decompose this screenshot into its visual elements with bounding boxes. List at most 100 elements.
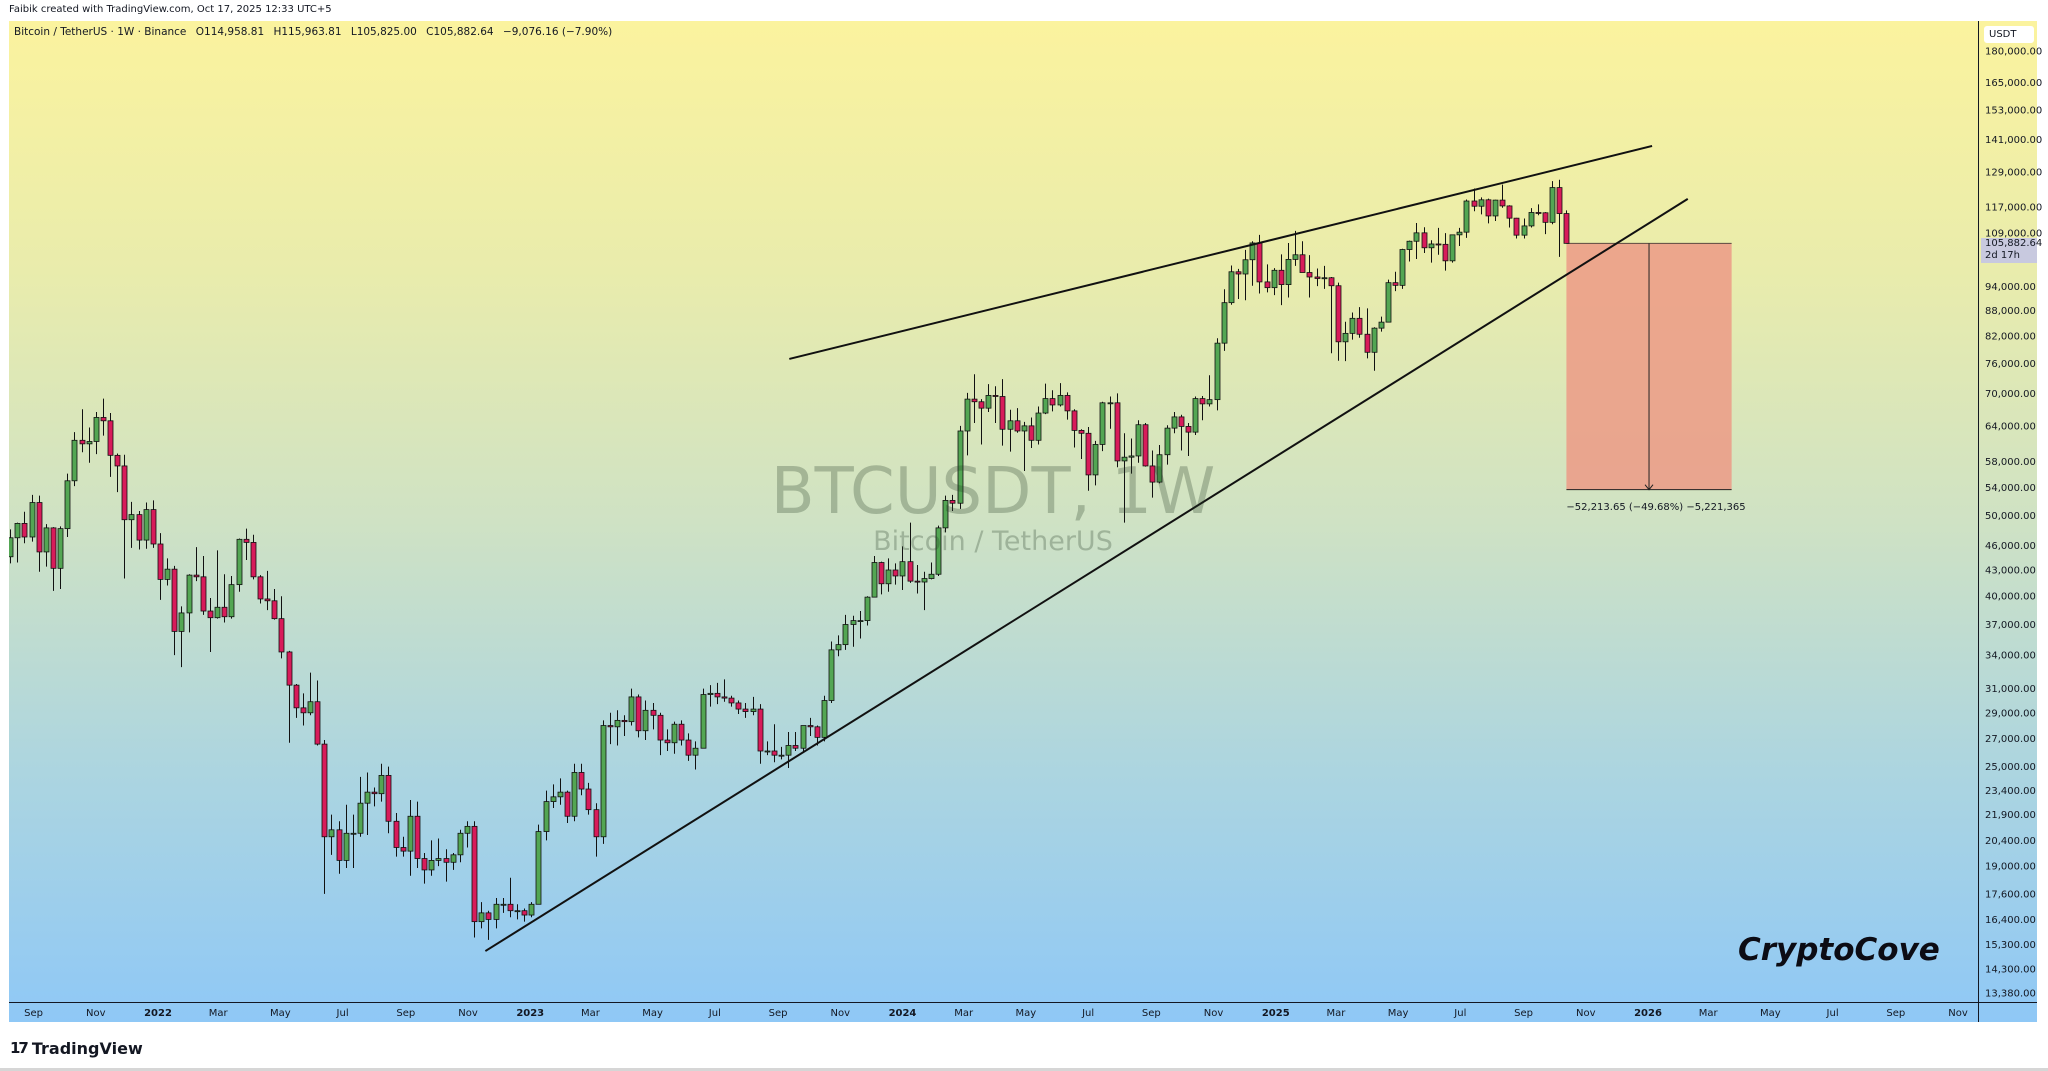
candle[interactable] <box>757 704 764 764</box>
candle[interactable] <box>1178 414 1185 451</box>
candle[interactable] <box>692 741 699 770</box>
candle[interactable] <box>1399 248 1406 289</box>
candle[interactable] <box>1042 383 1049 415</box>
candle[interactable] <box>250 534 257 580</box>
candle[interactable] <box>571 763 578 822</box>
candle[interactable] <box>750 696 757 716</box>
candle[interactable] <box>685 733 692 761</box>
candle[interactable] <box>864 596 871 626</box>
candle[interactable] <box>321 740 328 894</box>
candle[interactable] <box>207 598 214 652</box>
candle[interactable] <box>835 635 842 657</box>
candle[interactable] <box>1356 307 1363 338</box>
candle[interactable] <box>471 821 478 938</box>
candle[interactable] <box>657 712 664 756</box>
candle[interactable] <box>1328 276 1335 354</box>
candle[interactable] <box>907 522 914 583</box>
candle[interactable] <box>121 454 128 579</box>
candle[interactable] <box>1064 392 1071 420</box>
candle[interactable] <box>443 849 450 882</box>
candle[interactable] <box>1371 327 1378 371</box>
legend-symbol[interactable]: Bitcoin / TetherUS · 1W · Binance <box>14 26 187 38</box>
candle[interactable] <box>1085 426 1092 491</box>
candle[interactable] <box>1057 383 1064 407</box>
candle[interactable] <box>650 702 657 730</box>
candle[interactable] <box>1556 179 1563 257</box>
candle[interactable] <box>528 902 535 918</box>
candle[interactable] <box>1463 199 1470 238</box>
price-axis[interactable]: 180,000.00 165,000.00 153,000.00 141,000.00… <box>1985 47 2042 1000</box>
candle[interactable] <box>493 897 500 929</box>
candle[interactable] <box>1421 227 1428 254</box>
candle[interactable] <box>1021 421 1028 472</box>
plot-area[interactable] <box>8 145 1732 952</box>
candle[interactable] <box>171 565 178 656</box>
candle[interactable] <box>600 720 607 844</box>
candle[interactable] <box>621 715 628 737</box>
candle[interactable] <box>1171 411 1178 434</box>
candle[interactable] <box>343 804 350 869</box>
candle[interactable] <box>136 511 143 550</box>
candle[interactable] <box>1285 242 1292 298</box>
candle[interactable] <box>971 374 978 424</box>
candle[interactable] <box>999 379 1006 446</box>
candle[interactable] <box>921 571 928 611</box>
candle[interactable] <box>821 695 828 742</box>
candle[interactable] <box>29 494 36 542</box>
candle[interactable] <box>21 511 28 544</box>
candle[interactable] <box>1314 268 1321 287</box>
candle[interactable] <box>507 877 514 918</box>
candle[interactable] <box>1406 240 1413 262</box>
candle[interactable] <box>1071 409 1078 448</box>
candle[interactable] <box>899 546 906 590</box>
candle[interactable] <box>364 772 371 836</box>
candle[interactable] <box>1264 264 1271 293</box>
currency-label[interactable]: USDT <box>1984 26 2034 43</box>
candle[interactable] <box>1249 241 1256 286</box>
candle[interactable] <box>521 908 528 922</box>
candle[interactable] <box>100 398 107 436</box>
candle[interactable] <box>43 524 50 567</box>
candle[interactable] <box>1128 438 1135 474</box>
candle[interactable] <box>635 694 642 738</box>
candle[interactable] <box>236 538 243 592</box>
candle[interactable] <box>707 685 714 707</box>
candle[interactable] <box>1135 420 1142 463</box>
candle[interactable] <box>1449 234 1456 263</box>
candle[interactable] <box>1342 321 1349 362</box>
candle[interactable] <box>221 574 228 623</box>
candle[interactable] <box>143 502 150 549</box>
candle[interactable] <box>678 720 685 746</box>
candle[interactable] <box>992 386 999 424</box>
candle[interactable] <box>278 596 285 659</box>
candle[interactable] <box>942 495 949 533</box>
candle[interactable] <box>1221 289 1228 351</box>
candle[interactable] <box>957 425 964 509</box>
candle[interactable] <box>735 700 742 715</box>
candle[interactable] <box>200 555 207 615</box>
candle[interactable] <box>457 829 464 863</box>
candle[interactable] <box>1271 268 1278 296</box>
candle[interactable] <box>371 787 378 807</box>
candle[interactable] <box>286 650 293 743</box>
candle[interactable] <box>700 688 707 749</box>
candle[interactable] <box>1035 406 1042 445</box>
candle[interactable] <box>86 427 93 463</box>
candle[interactable] <box>128 501 135 548</box>
candle[interactable] <box>1456 227 1463 247</box>
candle[interactable] <box>578 763 585 796</box>
candle[interactable] <box>257 575 264 604</box>
candle[interactable] <box>1549 181 1556 225</box>
candle[interactable] <box>514 904 521 920</box>
candle[interactable] <box>892 563 899 585</box>
candle[interactable] <box>193 547 200 582</box>
candle[interactable] <box>1107 396 1114 429</box>
candle[interactable] <box>1521 218 1528 239</box>
upper-trendline[interactable] <box>789 145 1653 360</box>
candle[interactable] <box>914 564 921 594</box>
candle[interactable] <box>336 821 343 874</box>
candle[interactable] <box>543 790 550 841</box>
tradingview-logo[interactable]: 17 TradingView <box>10 1037 143 1059</box>
candle[interactable] <box>1528 208 1535 228</box>
candle[interactable] <box>307 672 314 716</box>
